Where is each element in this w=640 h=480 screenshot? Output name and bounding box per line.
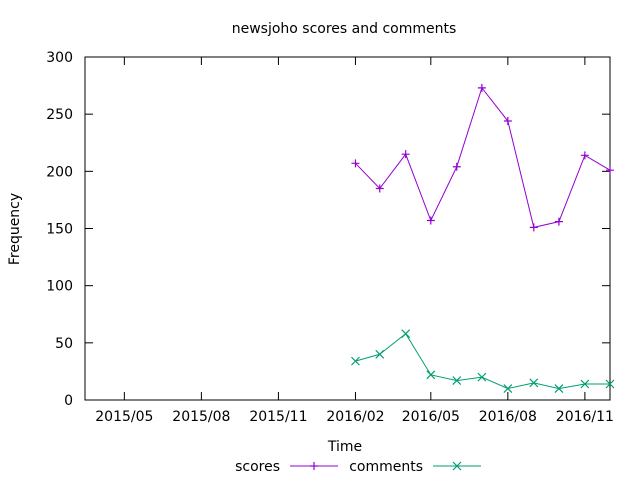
x-tick-label: 2015/08 [172, 409, 230, 425]
x-tick-label: 2016/08 [479, 409, 537, 425]
data-point [401, 329, 411, 339]
data-point [426, 370, 436, 380]
data-point [554, 384, 564, 393]
data-point [310, 462, 318, 470]
data-point [605, 379, 615, 389]
y-tick-label: 150 [46, 222, 73, 238]
legend-item-comments: comments [349, 459, 481, 475]
data-point [426, 216, 435, 225]
data-point [477, 83, 486, 92]
data-point [554, 217, 563, 226]
x-ticks: 2015/05 2015/08 2015/11 2016/02 2016/05 2016/… [95, 57, 614, 425]
legend-label: scores [235, 459, 280, 475]
y-tick-label: 250 [46, 107, 73, 123]
y-axis-label: Frequency [7, 193, 23, 265]
legend-label: comments [349, 459, 423, 475]
data-point [452, 461, 462, 471]
series-scores [351, 83, 614, 232]
x-tick-label: 2016/05 [402, 409, 460, 425]
y-tick-label: 50 [55, 336, 73, 352]
y-tick-label: 100 [46, 279, 73, 295]
data-point [529, 378, 539, 388]
data-point [606, 166, 614, 175]
legend-item-scores: scores [235, 459, 338, 475]
y-tick-label: 200 [46, 164, 73, 180]
x-tick-label: 2015/05 [95, 409, 153, 425]
data-point [351, 159, 360, 168]
y-ticks: 0 50 100 150 200 250 300 [46, 50, 610, 409]
data-point [452, 162, 461, 171]
data-point [477, 372, 487, 382]
legend: scores comments [235, 459, 481, 475]
data-point [580, 379, 590, 389]
chart-title: newsjoho scores and comments [232, 21, 457, 37]
series-comments [351, 329, 615, 393]
plot-frame [84, 56, 611, 401]
data-point [401, 150, 410, 159]
series-line [355, 332, 610, 390]
data-point [503, 117, 512, 126]
x-axis-label: Time [327, 439, 362, 455]
x-tick-label: 2015/11 [249, 409, 307, 425]
y-tick-label: 300 [46, 50, 73, 66]
x-tick-label: 2016/11 [556, 409, 614, 425]
data-point [503, 384, 513, 393]
series-layer [351, 83, 615, 393]
data-point [529, 223, 538, 232]
x-tick-label: 2016/02 [326, 409, 384, 425]
y-tick-label: 0 [64, 393, 73, 409]
data-point [375, 184, 384, 193]
data-point [351, 356, 360, 366]
data-point [452, 376, 462, 385]
data-point [375, 349, 385, 359]
data-point [580, 151, 589, 160]
series-line [355, 86, 611, 228]
